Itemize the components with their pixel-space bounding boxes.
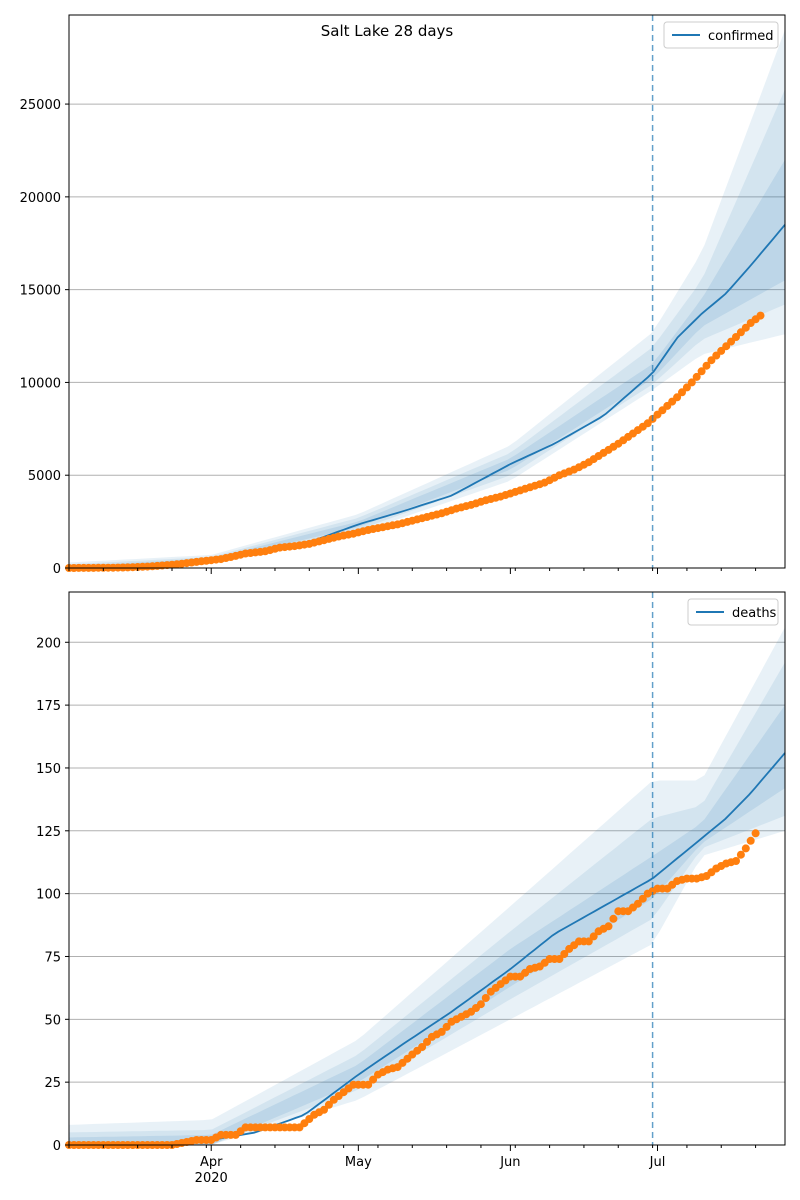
data-point (555, 955, 564, 963)
y-tick-label: 125 (36, 825, 61, 840)
data-point (423, 1037, 431, 1046)
chart-title: Salt Lake 28 days (321, 22, 454, 40)
y-tick-label: 10000 (20, 376, 61, 391)
uncertainty-band-middle (69, 662, 785, 1145)
y-tick-label: 20000 (20, 191, 61, 206)
legend: deaths (687, 598, 779, 626)
data-point (746, 836, 755, 845)
data-point (673, 393, 682, 402)
data-point (369, 1075, 378, 1084)
data-point (633, 899, 642, 908)
y-tick-label: 0 (53, 1139, 61, 1154)
x-tick-label: May (345, 1155, 372, 1170)
observed-points (65, 829, 760, 1149)
data-point (682, 383, 691, 392)
y-tick-label: 75 (44, 950, 61, 965)
data-point (589, 932, 598, 941)
data-point (692, 372, 701, 381)
data-point (638, 894, 647, 903)
x-tick-label: Jun (499, 1155, 520, 1170)
y-tick-label: 175 (36, 699, 61, 714)
data-point (678, 388, 686, 397)
legend-box (687, 598, 779, 626)
y-tick-label: 0 (53, 562, 61, 577)
data-point (476, 1000, 485, 1009)
data-point (481, 994, 490, 1002)
y-tick-label: 50 (44, 1013, 61, 1028)
data-point (717, 346, 726, 355)
data-point (732, 857, 740, 865)
y-tick-label: 25 (44, 1076, 61, 1091)
x-tick-label: Jul (649, 1155, 666, 1170)
data-point (697, 367, 706, 376)
y-tick-label: 150 (36, 762, 61, 777)
data-point (442, 1022, 451, 1031)
plot-frame (68, 14, 786, 569)
x-year-label: 2020 (195, 1171, 228, 1186)
data-point (604, 922, 613, 931)
data-point (736, 850, 745, 859)
legend-label: deaths (732, 606, 777, 621)
legend-label: confirmed (708, 29, 774, 44)
data-point (324, 1100, 333, 1109)
data-point (687, 378, 696, 387)
data-point (609, 914, 618, 923)
data-point (560, 950, 569, 958)
y-tick-label: 15000 (20, 284, 61, 299)
uncertainty-band-inner (69, 705, 785, 1145)
uncertainty-band-outer (69, 29, 785, 569)
data-point (320, 1105, 328, 1114)
y-tick-label: 5000 (28, 469, 61, 484)
data-point (751, 829, 760, 838)
data-point (437, 1027, 446, 1036)
chart-panel-2: 0 25 50 75 100 125 150 175 200 Apr May Jun Jul 2020 de… (36, 591, 786, 1186)
y-tick-label: 25000 (20, 98, 61, 113)
y-tick-label: 200 (36, 636, 61, 651)
y-tick-label: 100 (36, 888, 61, 903)
x-tick-label: Apr (200, 1155, 223, 1170)
data-point (756, 311, 765, 320)
legend-box (663, 21, 779, 49)
data-point (418, 1043, 427, 1051)
data-point (741, 844, 750, 853)
data-point (584, 937, 593, 946)
data-point (702, 361, 711, 370)
chart-panel-1: 0 5000 10000 15000 20000 25000 Salt Lake 28 da… (20, 14, 786, 577)
data-point (364, 1080, 373, 1089)
legend: confirmed (663, 21, 779, 49)
plot-frame (68, 591, 786, 1146)
